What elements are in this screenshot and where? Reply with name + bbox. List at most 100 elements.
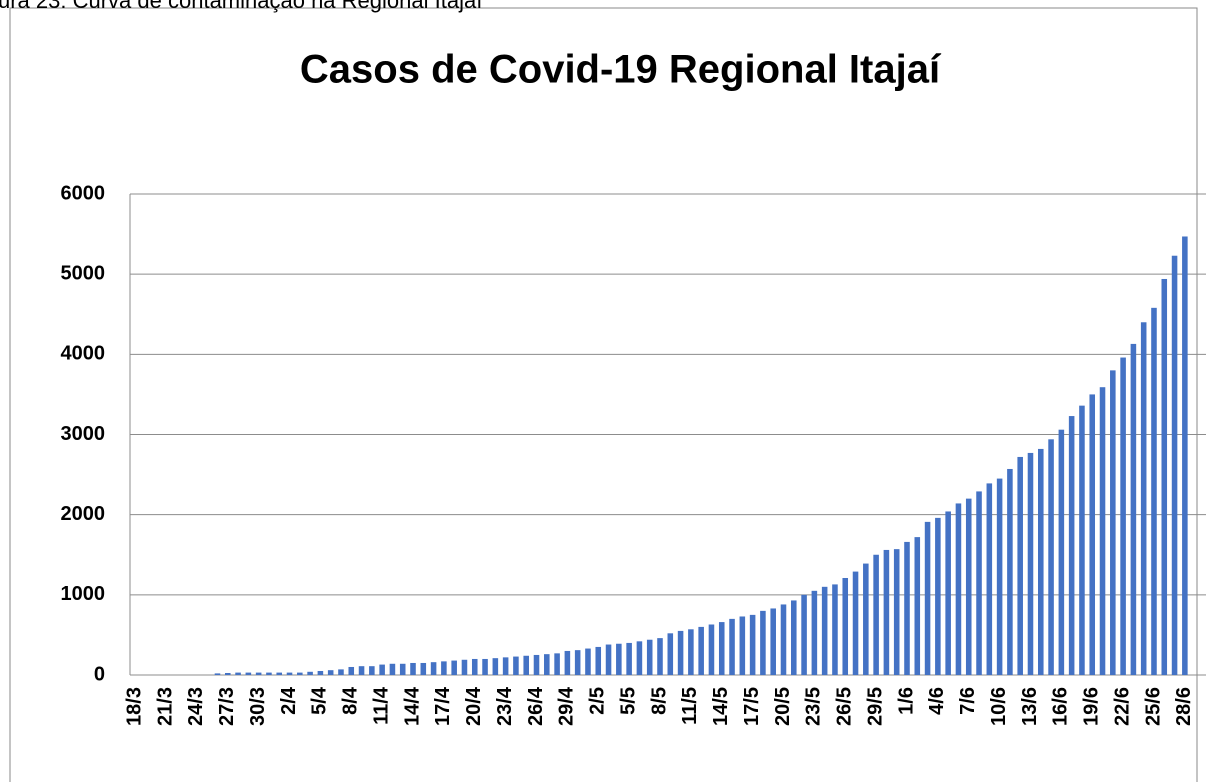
bar: [605, 644, 612, 675]
bar: [492, 658, 499, 675]
bar: [708, 624, 715, 675]
bar: [1079, 405, 1085, 675]
bar: [266, 672, 272, 675]
x-tick-label: 14/5: [710, 687, 732, 726]
bar: [1048, 439, 1054, 675]
bar: [595, 646, 602, 675]
x-tick-label: 29/4: [556, 686, 578, 726]
bar: [1140, 322, 1147, 675]
x-tick-label: 22/6: [1111, 687, 1133, 726]
bar: [544, 654, 550, 675]
x-tick-label: 5/5: [617, 687, 639, 715]
bar: [832, 584, 838, 675]
bar: [893, 549, 900, 675]
y-tick-label: 6000: [61, 182, 106, 204]
bar: [338, 669, 344, 675]
x-tick-label: 24/3: [185, 687, 207, 726]
bar: [760, 610, 766, 675]
x-tick-label: 10/6: [988, 687, 1010, 726]
bar: [718, 622, 725, 675]
x-tick-label: 20/4: [463, 686, 485, 726]
bar: [739, 616, 746, 675]
bar: [441, 661, 447, 675]
bar: [646, 639, 653, 675]
bar: [636, 641, 643, 675]
x-tick-label: 7/6: [957, 687, 979, 715]
bar: [327, 670, 334, 675]
bar: [1110, 370, 1116, 675]
bar: [657, 638, 663, 675]
y-tick-label: 3000: [61, 423, 106, 445]
bar: [914, 537, 921, 675]
bar: [698, 626, 704, 675]
bar: [1171, 255, 1178, 675]
bar: [749, 614, 756, 675]
bar: [1161, 278, 1168, 675]
bar: [1130, 343, 1137, 675]
bar: [955, 503, 962, 675]
bar: [307, 671, 313, 675]
bar: [224, 672, 231, 675]
x-tick-label: 21/3: [154, 687, 176, 726]
x-tick-label: 11/5: [679, 687, 701, 725]
bar: [369, 666, 375, 675]
bar: [276, 672, 283, 675]
bar: [1037, 448, 1044, 675]
bar: [1089, 394, 1096, 675]
x-tick-label: 29/5: [864, 687, 886, 726]
x-tick-label: 20/5: [772, 687, 794, 726]
x-tick-label: 17/5: [741, 687, 763, 726]
x-tick-label: 2/5: [587, 687, 609, 715]
y-tick-label: 4000: [61, 343, 106, 365]
bar: [214, 673, 221, 675]
bar: [924, 521, 931, 675]
bar: [554, 653, 560, 675]
bar: [935, 517, 941, 675]
bar: [245, 672, 252, 675]
x-tick-label: 26/4: [525, 686, 547, 726]
bar: [863, 563, 869, 675]
x-tick-label: 8/5: [648, 687, 670, 715]
bar: [358, 666, 365, 675]
bar: [513, 656, 519, 675]
bar: [451, 660, 457, 675]
bar: [255, 672, 262, 675]
bar: [585, 648, 591, 675]
x-tick-label: 23/4: [494, 686, 516, 726]
bar: [976, 491, 982, 675]
bar: [297, 672, 303, 675]
bar: [873, 554, 879, 675]
bar: [1027, 452, 1034, 675]
bar: [996, 478, 1003, 675]
bar: [1017, 456, 1023, 675]
bar: [1099, 387, 1106, 675]
caption: ura 23: Curva de contaminação na Regiona…: [0, 0, 482, 13]
bar: [791, 600, 797, 675]
bar: [1068, 416, 1075, 675]
x-tick-label: 11/4: [370, 686, 392, 725]
bar: [533, 654, 540, 675]
bar: [1182, 236, 1188, 675]
bar: [904, 541, 910, 675]
bar: [379, 664, 385, 675]
x-tick-label: 28/6: [1173, 687, 1195, 726]
bar: [461, 659, 468, 675]
x-tick-label: 1/6: [895, 687, 917, 715]
bar: [286, 672, 293, 675]
bar: [348, 666, 355, 675]
bar: [616, 643, 622, 675]
bar: [626, 642, 632, 675]
bar: [965, 498, 972, 675]
bar: [842, 577, 849, 675]
bar: [235, 672, 241, 675]
bar: [471, 658, 478, 675]
bar: [801, 594, 807, 675]
bar: [317, 670, 324, 675]
x-tick-label: 30/3: [247, 687, 269, 726]
bar: [482, 658, 488, 675]
bar: [502, 657, 509, 675]
bar: [780, 604, 787, 675]
chart-title: Casos de Covid-19 Regional Itajaí: [300, 48, 942, 92]
y-tick-label: 2000: [61, 503, 106, 525]
